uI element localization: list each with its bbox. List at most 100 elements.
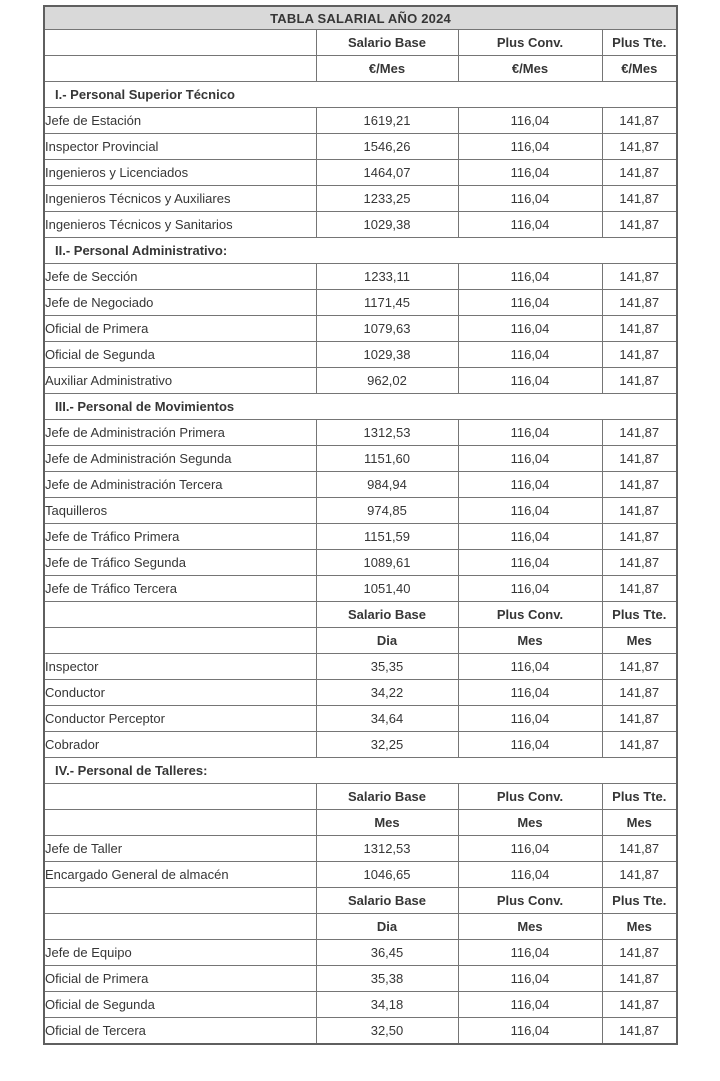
section-row: II.- Personal Administrativo: bbox=[43, 237, 678, 264]
plus-conv-value: 116,04 bbox=[457, 575, 603, 602]
row-label: Jefe de Tráfico Segunda bbox=[43, 549, 317, 576]
row-label: Conductor Perceptor bbox=[43, 705, 317, 732]
plus-conv-value: 116,04 bbox=[457, 471, 603, 498]
unit-label-plus-tte: Mes bbox=[601, 627, 678, 654]
section-header: I.- Personal Superior Técnico bbox=[43, 81, 678, 108]
blank-cell bbox=[43, 809, 317, 836]
unit-label-plus-conv: Mes bbox=[457, 809, 603, 836]
table-row: Jefe de Equipo 36,45 116,04 141,87 bbox=[43, 939, 678, 966]
plus-conv-value: 116,04 bbox=[457, 939, 603, 966]
plus-tte-value: 141,87 bbox=[601, 575, 678, 602]
plus-conv-value: 116,04 bbox=[457, 965, 603, 992]
units-row: Dia Mes Mes bbox=[43, 627, 678, 654]
table-row: Inspector 35,35 116,04 141,87 bbox=[43, 653, 678, 680]
plus-conv-value: 116,04 bbox=[457, 341, 603, 368]
column-header-plus-conv: Plus Conv. bbox=[457, 783, 603, 810]
row-label: Inspector bbox=[43, 653, 317, 680]
row-label: Jefe de Administración Primera bbox=[43, 419, 317, 446]
blank-cell bbox=[43, 601, 317, 628]
salario-base-value: 1029,38 bbox=[315, 211, 459, 238]
row-label: Ingenieros y Licenciados bbox=[43, 159, 317, 186]
salario-base-value: 1312,53 bbox=[315, 835, 459, 862]
column-header-salario-base: Salario Base bbox=[315, 29, 459, 56]
row-label: Jefe de Taller bbox=[43, 835, 317, 862]
section-header: III.- Personal de Movimientos bbox=[43, 393, 678, 420]
table-row: Jefe de Taller 1312,53 116,04 141,87 bbox=[43, 835, 678, 862]
column-header-row: Salario Base Plus Conv. Plus Tte. bbox=[43, 887, 678, 914]
column-header-row: Salario Base Plus Conv. Plus Tte. bbox=[43, 29, 678, 56]
plus-conv-value: 116,04 bbox=[457, 653, 603, 680]
table-row: Ingenieros Técnicos y Sanitarios 1029,38 1… bbox=[43, 211, 678, 238]
row-label: Jefe de Equipo bbox=[43, 939, 317, 966]
table-row: Jefe de Negociado 1171,45 116,04 141,87 bbox=[43, 289, 678, 316]
units-row: Dia Mes Mes bbox=[43, 913, 678, 940]
salario-base-value: 32,50 bbox=[315, 1017, 459, 1045]
salario-base-value: 34,18 bbox=[315, 991, 459, 1018]
column-header-row: Salario Base Plus Conv. Plus Tte. bbox=[43, 783, 678, 810]
plus-conv-value: 116,04 bbox=[457, 861, 603, 888]
row-label: Oficial de Primera bbox=[43, 315, 317, 342]
plus-conv-value: 116,04 bbox=[457, 211, 603, 238]
table-title-row: TABLA SALARIAL AÑO 2024 bbox=[43, 5, 678, 30]
blank-cell bbox=[43, 887, 317, 914]
row-label: Jefe de Tráfico Primera bbox=[43, 523, 317, 550]
plus-conv-value: 116,04 bbox=[457, 991, 603, 1018]
table-row: Oficial de Segunda 34,18 116,04 141,87 bbox=[43, 991, 678, 1018]
plus-conv-value: 116,04 bbox=[457, 523, 603, 550]
row-label: Oficial de Primera bbox=[43, 965, 317, 992]
column-header-salario-base: Salario Base bbox=[315, 887, 459, 914]
row-label: Jefe de Negociado bbox=[43, 289, 317, 316]
plus-conv-value: 116,04 bbox=[457, 263, 603, 290]
table-row: Oficial de Segunda 1029,38 116,04 141,87 bbox=[43, 341, 678, 368]
plus-conv-value: 116,04 bbox=[457, 133, 603, 160]
blank-cell bbox=[43, 783, 317, 810]
plus-tte-value: 141,87 bbox=[601, 107, 678, 134]
plus-conv-value: 116,04 bbox=[457, 497, 603, 524]
table-row: Jefe de Tráfico Primera 1151,59 116,04 141,… bbox=[43, 523, 678, 550]
column-header-plus-tte: Plus Tte. bbox=[601, 29, 678, 56]
plus-conv-value: 116,04 bbox=[457, 549, 603, 576]
units-row: €/Mes €/Mes €/Mes bbox=[43, 55, 678, 82]
plus-tte-value: 141,87 bbox=[601, 939, 678, 966]
section-header: II.- Personal Administrativo: bbox=[43, 237, 678, 264]
plus-tte-value: 141,87 bbox=[601, 835, 678, 862]
row-label: Jefe de Administración Tercera bbox=[43, 471, 317, 498]
salario-base-value: 36,45 bbox=[315, 939, 459, 966]
salario-base-value: 1079,63 bbox=[315, 315, 459, 342]
row-label: Jefe de Administración Segunda bbox=[43, 445, 317, 472]
table-row: Oficial de Primera 1079,63 116,04 141,87 bbox=[43, 315, 678, 342]
plus-tte-value: 141,87 bbox=[601, 289, 678, 316]
salario-base-value: 1312,53 bbox=[315, 419, 459, 446]
plus-tte-value: 141,87 bbox=[601, 653, 678, 680]
plus-conv-value: 116,04 bbox=[457, 367, 603, 394]
unit-label-salario-base: €/Mes bbox=[315, 55, 459, 82]
salario-base-value: 974,85 bbox=[315, 497, 459, 524]
plus-conv-value: 116,04 bbox=[457, 419, 603, 446]
plus-tte-value: 141,87 bbox=[601, 419, 678, 446]
plus-tte-value: 141,87 bbox=[601, 861, 678, 888]
units-row: Mes Mes Mes bbox=[43, 809, 678, 836]
plus-tte-value: 141,87 bbox=[601, 211, 678, 238]
salario-base-value: 1171,45 bbox=[315, 289, 459, 316]
plus-conv-value: 116,04 bbox=[457, 289, 603, 316]
plus-conv-value: 116,04 bbox=[457, 159, 603, 186]
plus-tte-value: 141,87 bbox=[601, 705, 678, 732]
table-row: Jefe de Tráfico Tercera 1051,40 116,04 141,… bbox=[43, 575, 678, 602]
table-row: Jefe de Administración Tercera 984,94 116,… bbox=[43, 471, 678, 498]
salario-base-value: 34,22 bbox=[315, 679, 459, 706]
plus-tte-value: 141,87 bbox=[601, 965, 678, 992]
column-header-plus-tte: Plus Tte. bbox=[601, 783, 678, 810]
column-header-salario-base: Salario Base bbox=[315, 601, 459, 628]
salario-base-value: 1151,59 bbox=[315, 523, 459, 550]
unit-label-plus-tte: Mes bbox=[601, 809, 678, 836]
plus-tte-value: 141,87 bbox=[601, 263, 678, 290]
salario-base-value: 35,38 bbox=[315, 965, 459, 992]
salary-table: TABLA SALARIAL AÑO 2024 Salario Base Plus… bbox=[43, 5, 679, 1045]
table-row: Conductor Perceptor 34,64 116,04 141,87 bbox=[43, 705, 678, 732]
table-row: Cobrador 32,25 116,04 141,87 bbox=[43, 731, 678, 758]
row-label: Ingenieros Técnicos y Auxiliares bbox=[43, 185, 317, 212]
salario-base-value: 984,94 bbox=[315, 471, 459, 498]
table-row: Jefe de Administración Segunda 1151,60 116… bbox=[43, 445, 678, 472]
blank-cell bbox=[43, 627, 317, 654]
plus-tte-value: 141,87 bbox=[601, 731, 678, 758]
